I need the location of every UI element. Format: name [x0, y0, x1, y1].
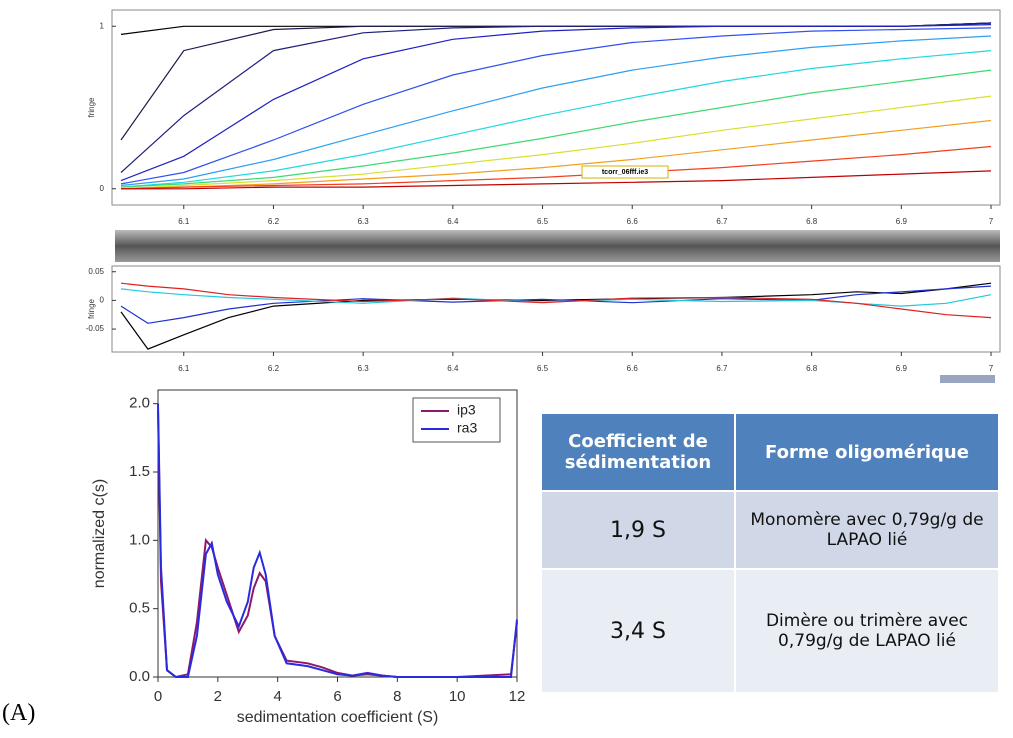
series-line — [120, 22, 992, 35]
legend-box — [412, 397, 501, 443]
residual-bitmap — [115, 230, 1000, 262]
x-tick-label: 7 — [989, 364, 994, 373]
x-tick-label: 6.9 — [896, 217, 908, 226]
series-line — [120, 69, 992, 188]
x-tick-label: 6.5 — [537, 364, 549, 373]
legend-label: ra3 — [457, 420, 477, 436]
y-tick-label: 0.05 — [88, 267, 104, 276]
y-tick-label: -0.05 — [86, 324, 105, 333]
y-tick-label: 2.0 — [129, 395, 150, 412]
x-tick-label: 6.1 — [178, 217, 190, 226]
header-row: Coefficient de sédimentation Forme oligo… — [542, 414, 998, 490]
y-tick-label: 0 — [100, 184, 105, 193]
x-tick-label: 6.6 — [627, 217, 639, 226]
x-tick-label: 8 — [393, 688, 401, 705]
x-tick-label: 6.1 — [178, 364, 190, 373]
series-line — [120, 24, 992, 182]
series-line — [120, 282, 992, 319]
y-axis-label: normalized c(s) — [91, 479, 108, 588]
series-line — [120, 50, 992, 188]
y-tick-label: 0 — [100, 296, 105, 305]
y-tick-label: 0.5 — [129, 600, 150, 617]
x-tick-label: 6 — [333, 688, 341, 705]
series-line — [120, 285, 992, 324]
x-tick-label: 6.5 — [537, 217, 549, 226]
x-tick-label: 6.2 — [268, 364, 280, 373]
y-tick-label: 1 — [100, 21, 105, 30]
series-line — [120, 119, 992, 190]
x-tick-label: 6.9 — [896, 364, 908, 373]
scroll-box — [940, 375, 995, 383]
y-tick-label: 0.0 — [129, 668, 150, 685]
series-line — [120, 145, 992, 190]
series-line — [121, 170, 992, 190]
x-tick-label: 6.2 — [268, 217, 280, 226]
plot-frame — [111, 9, 1001, 206]
y-axis-label: fringe — [87, 298, 96, 319]
row: 1,9 S Monomère avec 0,79g/g de LAPAO lié — [542, 492, 998, 568]
annotation-box — [581, 165, 669, 179]
cell: Monomère avec 0,79g/g de LAPAO lié — [736, 492, 998, 568]
x-tick-label: 2 — [214, 688, 222, 705]
header-cell: Coefficient de sédimentation — [542, 414, 734, 490]
x-tick-label: 10 — [449, 688, 466, 705]
series-line — [120, 282, 992, 350]
x-tick-label: 6.7 — [716, 217, 728, 226]
plot-frame — [111, 265, 1001, 353]
annotation: tcorr_06fff.ie3 — [602, 169, 648, 176]
cell: Dimère ou trimère avec 0,79g/g de LAPAO … — [736, 570, 998, 692]
series-line — [120, 35, 992, 187]
series-line — [120, 95, 992, 190]
x-tick-label: 12 — [509, 688, 526, 705]
x-tick-label: 6.7 — [716, 364, 728, 373]
x-tick-label: 6.8 — [806, 364, 818, 373]
x-axis-label: sedimentation coefficient (S) — [237, 709, 439, 726]
series-line — [120, 27, 992, 185]
cell: 3,4 S — [542, 570, 734, 692]
series-line — [120, 22, 992, 141]
legend-label: ip3 — [457, 402, 476, 418]
header-cell: Forme oligomérique — [736, 414, 998, 490]
x-tick-label: 6.3 — [358, 364, 370, 373]
x-tick-label: 6.4 — [447, 364, 459, 373]
x-tick-label: 6.6 — [627, 364, 639, 373]
series-line — [120, 22, 992, 173]
y-axis-label: fringe — [87, 97, 96, 118]
x-tick-label: 0 — [154, 688, 162, 705]
series-line — [157, 403, 518, 678]
result-table: Coefficient de sédimentation Forme oligo… — [540, 412, 1000, 694]
x-tick-label: 6.4 — [447, 217, 459, 226]
cell: 1,9 S — [542, 492, 734, 568]
row: 3,4 S Dimère ou trimère avec 0,79g/g de … — [542, 570, 998, 692]
x-tick-label: 6.3 — [358, 217, 370, 226]
y-tick-label: 1.0 — [129, 531, 150, 548]
y-tick-label: 1.5 — [129, 463, 150, 480]
x-tick-label: 6.8 — [806, 217, 818, 226]
panel-label: (A) — [2, 700, 36, 726]
x-tick-label: 7 — [989, 217, 994, 226]
x-tick-label: 4 — [273, 688, 281, 705]
